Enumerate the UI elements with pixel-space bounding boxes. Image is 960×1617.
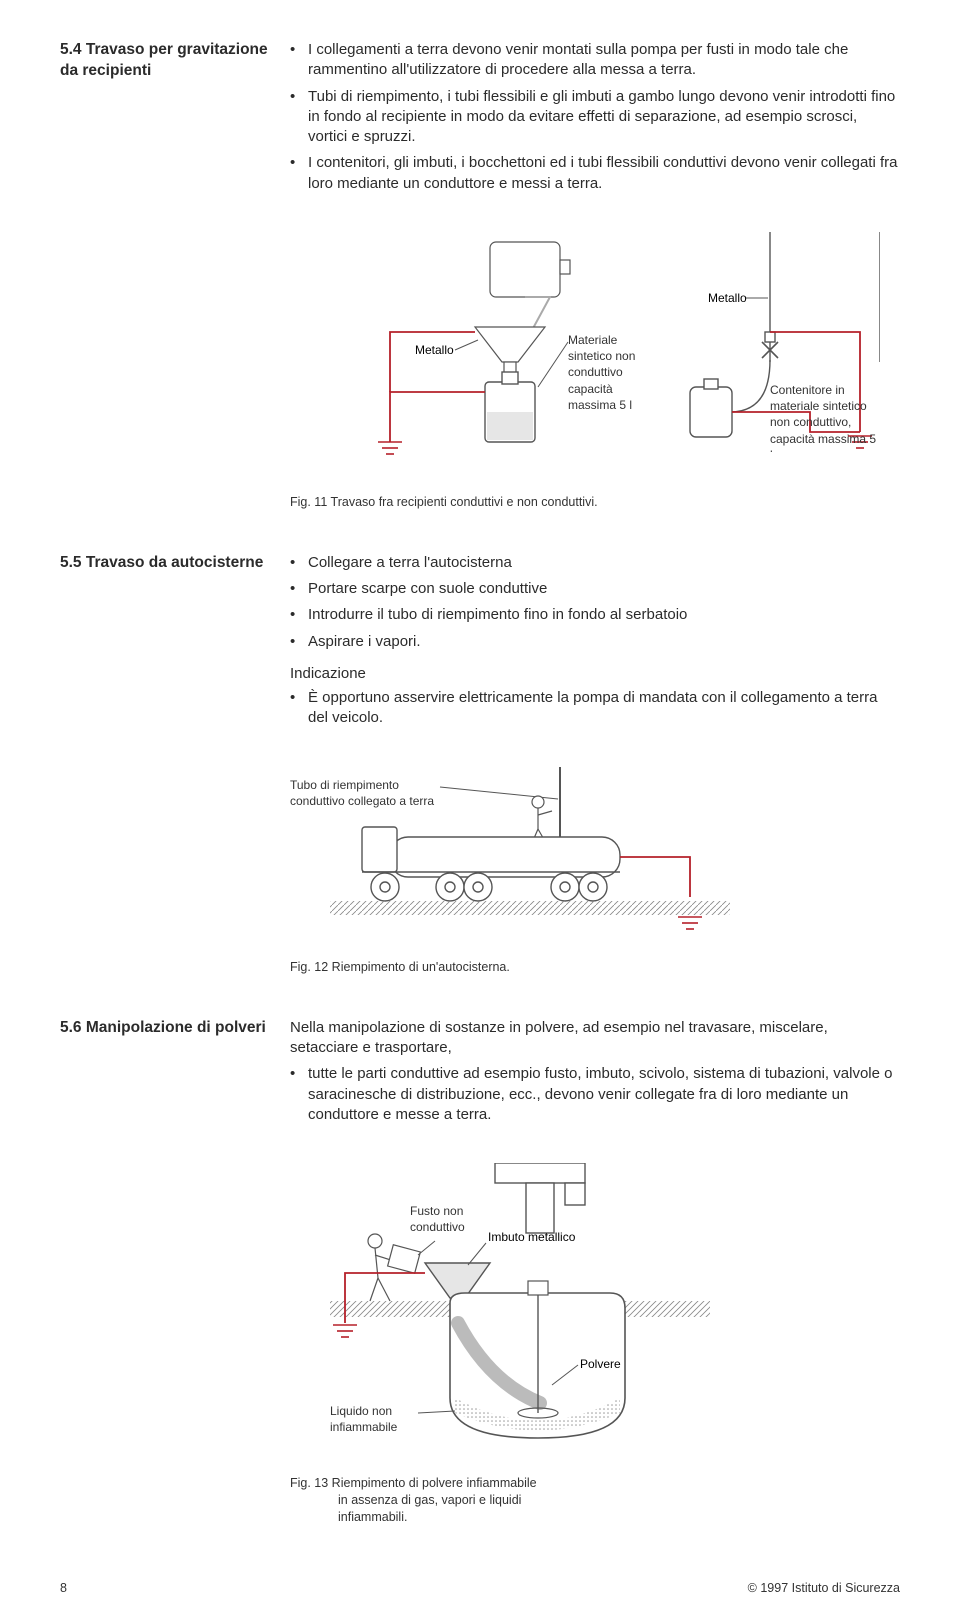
- sec55-b4: Aspirare i vapori.: [290, 632, 900, 652]
- sec54-list: I collegamenti a terra devono venir mont…: [290, 40, 900, 194]
- fig13-polvere-label: Polvere: [580, 1357, 621, 1371]
- section-56: 5.6 Manipolazione di polveri Nella manip…: [60, 1018, 900, 1131]
- fig12-caption: Fig. 12 Riempimento di un'autocisterna.: [290, 959, 900, 976]
- fig11-svg: Metallo Materiale sintetico non condutti…: [290, 232, 880, 482]
- heading-54: 5.4 Travaso per gravitazione da recipien…: [60, 40, 270, 82]
- section-55: 5.5 Travaso da autocisterne Collegare a …: [60, 553, 900, 735]
- sec56-num: 5.6: [60, 1019, 82, 1036]
- sec55-indication-list: È opportuno asservire elettricamente la …: [290, 688, 900, 729]
- fig13-fusto-label: Fusto non conduttivo: [410, 1203, 480, 1235]
- figure-12: Tubo di riempimento conduttivo collegato…: [60, 753, 900, 1000]
- sec56-title: Manipolazione di polveri: [86, 1019, 266, 1036]
- fig13-cap-a: Fig. 13 Riempimento di polvere infiammab…: [290, 1476, 537, 1490]
- sec55-b1: Collegare a terra l'autocisterna: [290, 553, 900, 573]
- copyright: © 1997 Istituto di Sicurezza: [748, 1580, 900, 1597]
- fig11-caption: Fig. 11 Travaso fra recipienti conduttiv…: [290, 494, 900, 511]
- sec55-indication-label: Indicazione: [290, 664, 900, 684]
- figure-13: Fusto non conduttivo Imbuto metallico Po…: [60, 1149, 900, 1550]
- fig12-svg: Tubo di riempimento conduttivo collegato…: [290, 767, 880, 947]
- fig13-cap-b: in assenza di gas, vapori e liquidi: [290, 1493, 521, 1507]
- sec55-list: Collegare a terra l'autocisterna Portare…: [290, 553, 900, 652]
- section-54: 5.4 Travaso per gravitazione da recipien…: [60, 40, 900, 200]
- fig11-materiale-label: Materiale sintetico non conduttivo capac…: [568, 332, 663, 413]
- sec55-indication: È opportuno asservire elettricamente la …: [290, 688, 900, 729]
- sec54-intro: I collegamenti a terra devono venir mont…: [290, 40, 900, 81]
- fig13-cap-c: infiammabili.: [290, 1510, 407, 1524]
- sec55-num: 5.5: [60, 554, 82, 571]
- fig13-imbuto-label: Imbuto metallico: [488, 1230, 576, 1244]
- heading-55: 5.5 Travaso da autocisterne: [60, 553, 270, 574]
- sec54-b2: I contenitori, gli imbuti, i bocchettoni…: [290, 153, 900, 194]
- fig11-metallo-right-label: Metallo: [708, 291, 747, 305]
- sec54-title: Travaso per gravitazione da recipienti: [60, 41, 268, 79]
- sec54-num: 5.4: [60, 41, 82, 58]
- sec56-list: tutte le parti conduttive ad esempio fus…: [290, 1064, 900, 1125]
- heading-56: 5.6 Manipolazione di polveri: [60, 1018, 270, 1039]
- fig13-liquido-label: Liquido non infiammabile: [330, 1403, 420, 1435]
- sec55-title: Travaso da autocisterne: [86, 554, 263, 571]
- page-number: 8: [60, 1580, 67, 1597]
- fig11-contenitore-label: Contenitore in materiale sintetico non c…: [740, 382, 880, 452]
- sec56-b1: tutte le parti conduttive ad esempio fus…: [290, 1064, 900, 1125]
- fig11-metallo-left-label: Metallo: [415, 343, 454, 357]
- sec55-b3: Introdurre il tubo di riempimento fino i…: [290, 605, 900, 625]
- fig12-tubo-label: Tubo di riempimento conduttivo collegato…: [290, 777, 440, 809]
- page-footer: 8 © 1997 Istituto di Sicurezza: [60, 1580, 900, 1597]
- sec56-para: Nella manipolazione di sostanze in polve…: [290, 1018, 900, 1059]
- figure-11: Metallo Materiale sintetico non condutti…: [60, 218, 900, 535]
- sec54-b1: Tubi di riempimento, i tubi flessibili e…: [290, 87, 900, 148]
- sec55-b2: Portare scarpe con suole conduttive: [290, 579, 900, 599]
- fig13-svg: Fusto non conduttivo Imbuto metallico Po…: [290, 1163, 880, 1463]
